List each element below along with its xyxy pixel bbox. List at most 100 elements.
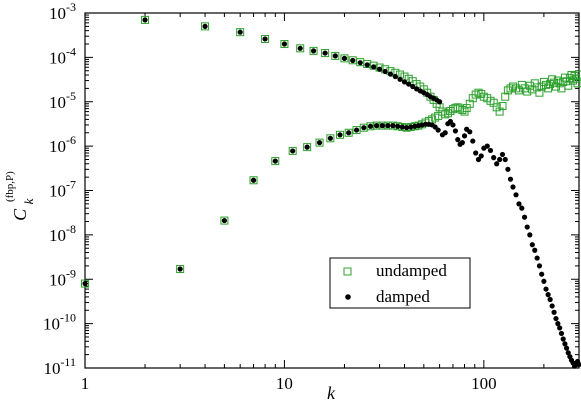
x-tick-label: 100 xyxy=(471,374,497,393)
data-point-undamped xyxy=(81,279,89,288)
svg-text:C k (fbp,P): C k (fbp,P) xyxy=(4,171,37,221)
data-point-damped xyxy=(521,214,528,220)
data-point-damped xyxy=(502,156,508,163)
data-point-damped xyxy=(478,153,484,159)
data-point-undamped xyxy=(340,54,349,63)
y-tick-label-base: 10 xyxy=(49,137,66,156)
data-point-damped xyxy=(475,156,482,163)
data-point-damped xyxy=(399,124,405,130)
data-point-undamped xyxy=(288,146,297,155)
data-point-damped xyxy=(290,148,296,154)
data-point-damped xyxy=(390,123,396,129)
y-tick-label-base: 10 xyxy=(49,182,66,201)
data-point-damped xyxy=(541,278,547,284)
y-tick-label: 10-7 xyxy=(49,178,76,201)
data-point-damped xyxy=(519,205,525,211)
y-tick-label-exponent: -9 xyxy=(66,266,76,280)
data-point-damped xyxy=(534,255,540,261)
data-point-damped xyxy=(379,123,386,129)
legend-label-undamped: undamped xyxy=(376,261,447,280)
data-point-damped xyxy=(470,138,476,144)
data-point-damped xyxy=(549,303,555,309)
y-tick-label-base: 10 xyxy=(43,315,60,334)
data-point-damped xyxy=(177,266,183,272)
y-axis-label: C k (fbp,P) xyxy=(4,171,37,221)
y-tick-label: 10-10 xyxy=(43,311,76,334)
data-point-damped xyxy=(507,176,514,182)
data-point-undamped xyxy=(438,107,447,116)
data-point-undamped xyxy=(236,28,245,37)
y-tick-label: 10-11 xyxy=(43,355,76,378)
data-point-undamped xyxy=(443,109,452,118)
data-point-damped xyxy=(555,321,561,327)
legend-box xyxy=(329,257,471,309)
plot-area-frame xyxy=(84,12,580,369)
data-point-damped xyxy=(401,79,408,85)
data-point-damped xyxy=(536,263,543,269)
data-point-damped xyxy=(202,23,208,29)
data-point-damped xyxy=(364,62,370,68)
data-point-damped xyxy=(385,123,391,129)
data-point-undamped xyxy=(501,92,510,101)
y-tick-label: 10-8 xyxy=(49,222,76,245)
data-point-damped xyxy=(576,361,581,368)
data-point-damped xyxy=(404,125,410,131)
data-point-damped xyxy=(337,132,343,138)
data-point-damped xyxy=(467,129,473,135)
series-undamped xyxy=(81,15,581,288)
y-axis-label-main: C xyxy=(10,208,30,221)
data-point-damped xyxy=(545,292,551,298)
data-point-damped xyxy=(551,309,557,315)
y-tick-label-exponent: -10 xyxy=(60,311,76,325)
data-point-damped xyxy=(539,271,545,277)
data-series xyxy=(81,15,581,369)
data-point-damped xyxy=(361,125,367,131)
y-tick-label-exponent: -6 xyxy=(66,133,76,147)
data-point-damped xyxy=(524,224,530,230)
data-point-damped xyxy=(382,68,388,75)
y-tick-label-base: 10 xyxy=(43,359,60,378)
y-tick-label-base: 10 xyxy=(49,4,66,23)
data-point-damped xyxy=(499,151,506,158)
data-point-undamped xyxy=(249,176,258,185)
data-point-undamped xyxy=(366,122,375,131)
y-axis-label-superscript: (fbp,P) xyxy=(4,171,16,202)
y-tick-label: 10-6 xyxy=(49,133,76,156)
data-point-undamped xyxy=(176,265,185,274)
data-point-damped xyxy=(494,161,500,167)
data-point-damped xyxy=(221,217,227,224)
data-point-damped xyxy=(250,177,257,183)
data-point-undamped xyxy=(564,81,573,90)
data-point-undamped xyxy=(296,44,305,53)
data-point-undamped xyxy=(344,128,353,137)
data-point-damped xyxy=(395,123,401,129)
data-point-undamped xyxy=(537,82,546,91)
data-point-damped xyxy=(452,128,458,134)
data-point-undamped xyxy=(271,157,280,166)
y-tick-label-exponent: -8 xyxy=(66,222,76,236)
y-tick-label-base: 10 xyxy=(49,48,66,67)
data-point-damped xyxy=(281,41,288,47)
data-point-undamped xyxy=(321,49,330,58)
data-point-damped xyxy=(316,140,323,146)
data-point-damped xyxy=(459,140,465,146)
data-point-damped xyxy=(410,83,416,90)
data-point-damped xyxy=(547,296,553,303)
data-point-undamped xyxy=(498,102,507,111)
y-tick-label-exponent: -3 xyxy=(66,0,76,14)
data-point-damped xyxy=(455,137,461,143)
data-point-damped xyxy=(408,124,414,130)
legend-marker-damped xyxy=(345,294,351,300)
data-point-damped xyxy=(397,76,403,82)
data-point-damped xyxy=(406,81,412,87)
data-point-damped xyxy=(350,57,356,64)
data-point-undamped xyxy=(533,83,542,92)
data-point-undamped xyxy=(474,88,483,97)
data-point-undamped xyxy=(514,86,523,95)
data-point-damped xyxy=(558,330,565,337)
y-tick-label: 10-5 xyxy=(49,89,76,112)
data-point-damped xyxy=(341,55,348,61)
data-point-damped xyxy=(461,133,468,139)
data-point-damped xyxy=(367,123,374,129)
